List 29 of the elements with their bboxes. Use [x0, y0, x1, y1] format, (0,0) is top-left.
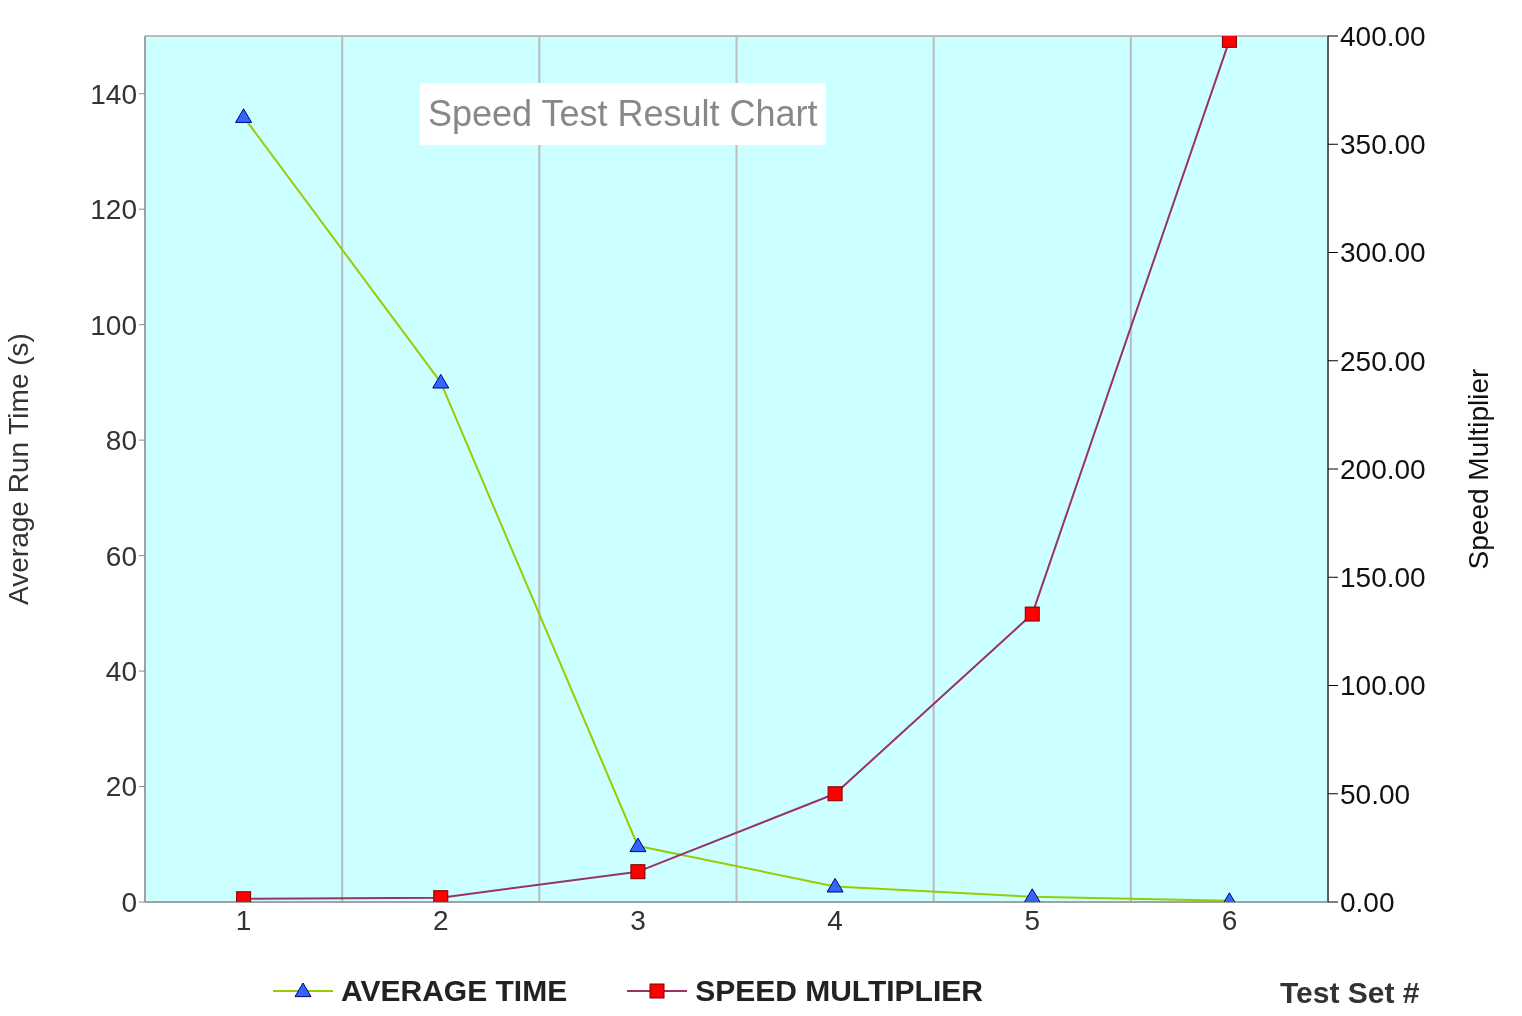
y2-tick-label: 0.00 [1340, 886, 1395, 918]
y2-tick-label: 250.00 [1340, 345, 1426, 377]
y2-tick-label: 350.00 [1340, 129, 1426, 161]
legend-label: SPEED MULTIPLIER [695, 974, 983, 1008]
x-tick-label: 4 [827, 904, 843, 936]
x-tick-label: 5 [1024, 904, 1041, 936]
y2-tick-label: 100.00 [1340, 670, 1426, 702]
y-axis-title: Average Run Time (s) [2, 333, 34, 605]
y2-tick-label: 200.00 [1340, 453, 1426, 485]
y-tick-label: 0 [121, 886, 137, 918]
x-tick-label: 3 [630, 904, 646, 936]
y-tick-label: 120 [90, 194, 137, 226]
y-tick-label: 60 [105, 540, 137, 572]
x-tick-label: 6 [1221, 904, 1238, 936]
legend-label: AVERAGE TIME [341, 974, 568, 1008]
text: Speed Test Result Chart [420, 83, 826, 145]
y2-tick-label: 400.00 [1340, 20, 1426, 52]
x-tick-label: 2 [432, 904, 449, 936]
y-tick-label: 80 [105, 425, 137, 457]
y2-tick-label: 300.00 [1340, 237, 1426, 269]
y2-tick-label: 50.00 [1340, 778, 1411, 810]
y2-tick-label: 150.00 [1340, 562, 1426, 594]
y-tick-label: 100 [90, 309, 137, 341]
x-axis-title: Test Set # [1280, 976, 1420, 1010]
y-tick-label: 140 [90, 78, 137, 110]
y-tick-label: 40 [105, 656, 137, 688]
x-tick-label: 1 [235, 904, 252, 936]
y2-axis-title: Speed Multiplier [1462, 368, 1494, 570]
y-tick-label: 20 [105, 771, 137, 803]
